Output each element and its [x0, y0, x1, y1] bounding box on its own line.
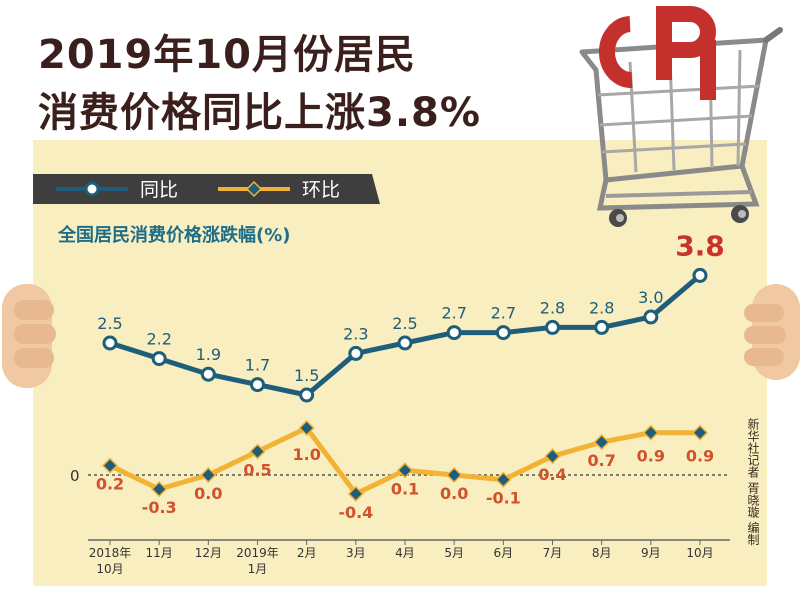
x-tick-label: 8月	[592, 546, 612, 560]
yoy-point	[348, 345, 364, 361]
yoy-point	[594, 319, 610, 335]
yoy-point	[102, 335, 118, 351]
mom-data-label: 0.1	[391, 479, 419, 498]
x-tick-label: 2月	[297, 546, 317, 560]
left-hand-illustration	[2, 284, 56, 388]
yoy-data-label: 2.8	[540, 298, 565, 317]
chart-subtitle: 全国居民消费价格涨跌幅(%)	[57, 224, 291, 246]
mom-point	[200, 466, 217, 484]
x-tick-label: 12月	[195, 546, 222, 560]
mom-point	[691, 424, 709, 441]
x-tick-label: 4月	[395, 546, 415, 560]
x-tick-label: 2018年 10月	[89, 546, 132, 576]
yoy-series-line	[109, 273, 702, 398]
legend-mom-label: 环比	[302, 179, 340, 201]
mom-point	[151, 481, 168, 498]
legend-yoy-marker	[84, 181, 100, 197]
yoy-data-label: 1.9	[196, 345, 221, 364]
legend-yoy-label: 同比	[140, 179, 178, 201]
mom-point	[593, 434, 610, 451]
mom-point	[544, 448, 561, 465]
mom-data-label: 0.4	[538, 465, 566, 484]
x-tick-label: 2019年 1月	[236, 546, 279, 576]
yoy-point	[250, 377, 265, 393]
mom-data-label: 0.0	[194, 484, 222, 503]
x-tick-label: 11月	[146, 546, 173, 560]
mom-data-label: -0.3	[142, 498, 177, 517]
mom-point	[396, 462, 414, 479]
yoy-point	[643, 309, 659, 325]
yoy-point	[446, 325, 462, 341]
mom-point	[249, 443, 266, 460]
yoy-point	[397, 335, 413, 351]
yoy-data-label: 2.2	[146, 330, 171, 349]
legend-bar	[33, 174, 380, 204]
zero-axis-label: 0	[70, 467, 80, 485]
yoy-data-label: 1.7	[245, 356, 270, 375]
mom-data-label: 0.9	[686, 447, 714, 466]
yoy-point	[151, 351, 167, 367]
x-tick-label: 7月	[543, 546, 563, 560]
mom-point	[298, 419, 315, 437]
yoy-data-label: 2.5	[97, 314, 122, 333]
yoy-data-label: 2.7	[491, 304, 516, 323]
mom-data-label: -0.4	[338, 503, 373, 522]
yoy-data-label: 2.8	[589, 298, 614, 317]
shopping-cart-illustration	[579, 5, 783, 227]
yoy-series: 2.5 2.2 1.9 1.7 1.5 2.3 2.5 2.7 2.7 2.8 2.8 3.0 3.8	[97, 229, 725, 403]
mom-point	[642, 424, 659, 441]
x-tick-label: 10月	[686, 546, 713, 560]
credit-line: 新华社记者 胥晓璇 编制	[746, 418, 760, 546]
yoy-point	[545, 319, 560, 335]
mom-data-label: 0.2	[96, 475, 124, 494]
yoy-point	[495, 325, 511, 341]
yoy-data-label: 1.5	[294, 366, 319, 385]
mom-data-label: 0.0	[440, 484, 468, 503]
mom-data-label: -0.1	[486, 489, 521, 508]
mom-data-label: 0.7	[587, 451, 615, 470]
yoy-data-label: 2.7	[441, 304, 466, 323]
yoy-data-label: 2.3	[343, 324, 368, 343]
x-tick-label: 3月	[346, 546, 366, 560]
chart-legend: 同比 环比	[33, 174, 380, 204]
right-hand-illustration	[744, 284, 800, 380]
x-tick-label: 5月	[444, 546, 464, 560]
mom-series: 0.2 -0.3 0.0 0.5 1.0 -0.4 0.1 0.0 -0.1 0.4 0.7 0.9 0…	[96, 419, 714, 522]
mom-data-label: 1.0	[292, 445, 320, 464]
mom-data-label: 0.5	[243, 461, 271, 480]
yoy-data-label: 2.5	[392, 314, 417, 333]
mom-point	[101, 457, 119, 474]
yoy-point	[200, 366, 216, 382]
yoy-point	[299, 387, 315, 403]
headline-line-2: 消费价格同比上涨3.8%	[38, 90, 481, 136]
yoy-highlight-label: 3.8	[675, 229, 725, 262]
legend-yoy: 同比	[56, 179, 178, 201]
yoy-point	[692, 267, 708, 283]
legend-mom: 环比	[218, 179, 340, 201]
x-axis-ticks: 2018年 10月 11月 12月 2019年 1月 2月 3月 4月 5月 6月 7月 8月 9月 10月	[89, 540, 714, 576]
legend-mom-marker	[245, 180, 263, 198]
headline-line-1: 2019年10月份居民	[38, 32, 416, 78]
yoy-data-label: 3.0	[638, 288, 663, 307]
mom-data-label: 0.9	[637, 447, 665, 466]
x-tick-label: 9月	[641, 546, 661, 560]
mom-point	[495, 471, 512, 488]
x-tick-label: 6月	[494, 546, 514, 560]
mom-point	[446, 466, 463, 484]
mom-point	[347, 485, 364, 502]
